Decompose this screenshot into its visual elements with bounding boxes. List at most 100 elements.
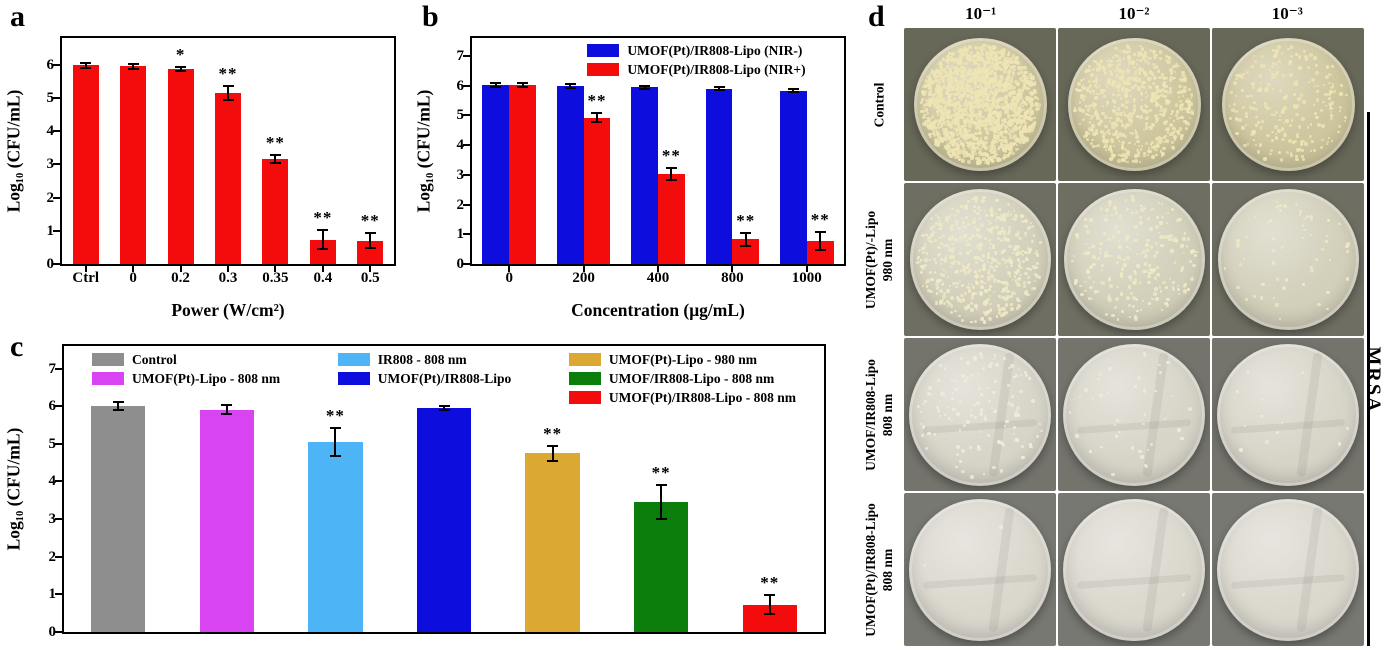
colony-dot [956,84,960,88]
colony-dot [962,137,967,142]
colony-dot [943,135,947,138]
bar [482,84,510,264]
colony-dot [986,260,989,263]
colony-dot [950,261,953,265]
colony-dot [1295,112,1299,117]
colony-dot [965,87,968,90]
colony-dot [1074,279,1079,283]
colony-dot [1116,54,1119,58]
colony-dot [1088,127,1092,131]
colony-dot [946,405,949,409]
colony-dot [971,76,974,79]
colony-dot [1343,115,1347,119]
colony-dot [957,101,960,105]
colony-dot [989,53,993,57]
colony-dot [958,128,963,132]
colony-dot [1013,86,1017,90]
colony-dot [1106,391,1110,395]
colony-dot [966,119,970,124]
mrsa-label-text: MRSA [1362,346,1385,414]
colony-dot [1150,269,1155,274]
colony-dot [1016,111,1020,115]
colony-dot [1006,73,1011,78]
colony-dot [1008,401,1011,404]
x-tick-label: 200 [572,270,595,286]
colony-dot [987,251,990,255]
colony-dot [975,89,980,94]
colony-dot [1037,102,1042,107]
colony-dot [1137,86,1142,91]
colony-dot [1250,94,1254,97]
colony-dot [978,150,983,155]
colony-dot [1014,438,1018,442]
colony-dot [1006,402,1009,405]
colony-dot [954,128,959,133]
colony-dot [1003,63,1008,68]
colony-dot [1173,135,1178,140]
colony-dot [1114,84,1118,88]
significance-marker: ** [810,209,830,229]
colony-dot [924,79,929,83]
colony-dot [1155,141,1159,144]
colony-dot [1117,255,1122,259]
colony-dot [1245,114,1248,118]
colony-dot [987,276,992,281]
colony-dot [1312,149,1316,152]
colony-dot [1172,286,1175,289]
colony-dot [1265,107,1269,111]
colony-dot [1000,49,1003,52]
colony-dot [1103,250,1108,255]
colony-dot [1009,59,1013,64]
colony-dot [1169,248,1173,252]
colony-dot [1301,158,1305,162]
colony-dot [932,73,938,78]
error-bar [768,595,771,615]
colony-dot [1236,74,1240,78]
colony-dot [980,280,983,284]
colony-dot [1005,294,1010,299]
colony-dot [1182,89,1186,93]
colony-dot [1025,257,1029,261]
colony-dot [1281,421,1284,424]
colony-dot [1297,55,1302,59]
colony-dot [1001,214,1006,218]
colony-dot [978,352,982,356]
colony-dot [1022,79,1026,82]
colony-dot [1155,117,1159,121]
colony-dot [939,236,943,240]
colony-dot [945,70,949,74]
colony-dot [1000,441,1004,445]
colony-dot [990,145,994,149]
error-bar-cap [127,62,139,65]
colony-dot [1187,407,1192,412]
colony-dot [959,300,962,303]
colony-dot [1095,69,1099,73]
colony-dot [1093,59,1097,63]
colony-dot [974,81,977,84]
colony-dot [921,425,926,429]
error-bar [227,85,229,101]
error-bar-cap [517,81,529,84]
colony-dot [974,89,978,93]
colony-dot [1010,146,1014,150]
colony-dot [991,102,996,107]
colony-dot [980,85,984,88]
colony-dot [958,314,962,318]
colony-dot [961,159,965,163]
colony-dot [945,140,949,143]
colony-dot [1304,142,1308,147]
colony-dot [1132,112,1135,115]
colony-dot [1302,237,1305,240]
colony-dot [921,84,926,89]
colony-dot [1121,72,1124,75]
colony-dot [1277,129,1282,134]
colony-dot [1016,71,1020,75]
colony-dot [1178,84,1183,89]
colony-dot [1119,59,1122,63]
colony-dot [1020,219,1024,224]
colony-dot [990,147,993,151]
colony-dot [1025,138,1030,142]
colony-dot [971,134,976,139]
colony-dot [963,119,967,122]
colony-dot [1161,309,1164,312]
